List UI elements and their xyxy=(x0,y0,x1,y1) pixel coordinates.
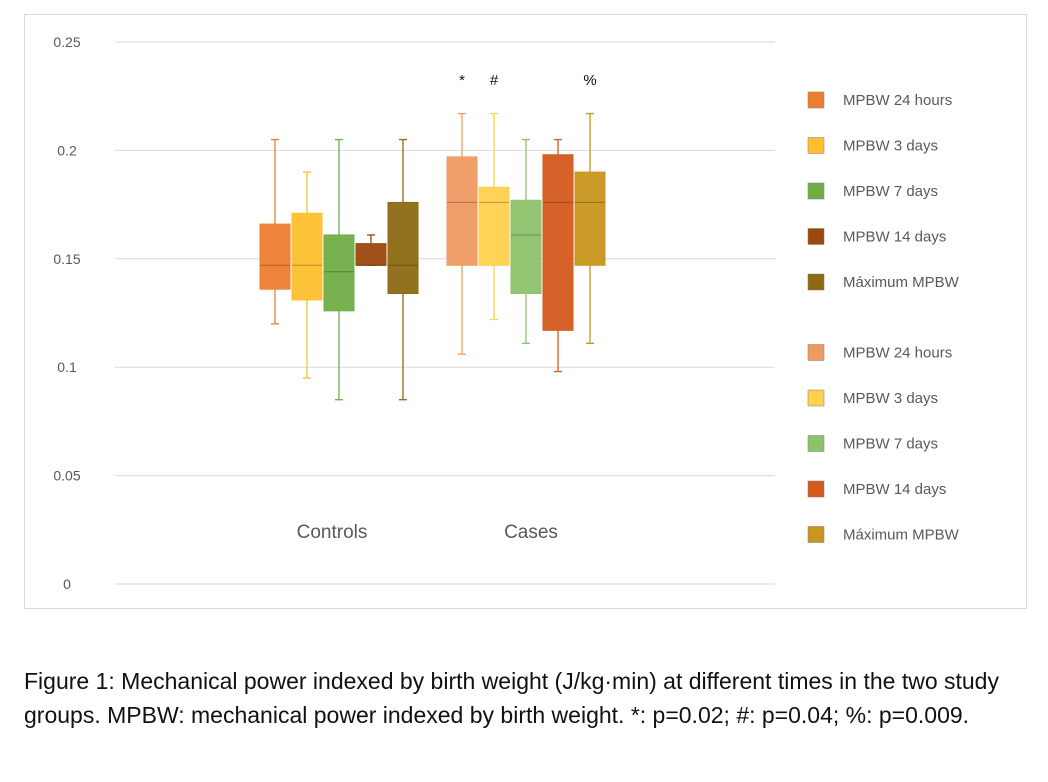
box-cases-1 xyxy=(478,112,510,321)
legend-label: MPBW 24 hours xyxy=(843,92,952,109)
box-cases-0 xyxy=(446,112,478,355)
legend-swatch xyxy=(807,344,825,361)
y-tick-label: 0.25 xyxy=(53,34,80,50)
y-tick-label: 0 xyxy=(63,576,71,592)
legend-item: MPBW 24 hours xyxy=(807,91,952,109)
box-rect xyxy=(323,234,355,312)
y-tick-label: 0.05 xyxy=(53,468,80,484)
box-rect xyxy=(291,212,323,301)
legend-item: MPBW 14 days xyxy=(807,228,946,246)
significance-marker: % xyxy=(583,72,596,89)
figure-caption: Figure 1: Mechanical power indexed by bi… xyxy=(24,668,999,728)
y-tick-label: 0.15 xyxy=(53,251,80,267)
significance-marker: # xyxy=(490,72,499,89)
legend-label: Máximum MPBW xyxy=(843,274,960,291)
legend-swatch xyxy=(807,435,825,452)
legend-swatch xyxy=(807,91,825,109)
box-rect xyxy=(355,243,387,266)
legend-label: MPBW 14 days xyxy=(843,229,946,246)
category-label: Cases xyxy=(504,522,558,543)
legend-label: MPBW 3 days xyxy=(843,390,938,407)
category-label: Controls xyxy=(297,522,368,543)
box-cases-4 xyxy=(574,112,606,345)
box-controls-4 xyxy=(387,138,419,401)
legend-item: Máximum MPBW xyxy=(807,526,960,544)
box-controls-0 xyxy=(259,138,291,325)
legend-item: Máximum MPBW xyxy=(807,273,960,291)
box-cases-3 xyxy=(542,138,574,373)
box-rect xyxy=(574,171,606,266)
legend-item: MPBW 3 days xyxy=(807,137,938,155)
legend-item: MPBW 7 days xyxy=(807,182,938,200)
y-tick-label: 0.1 xyxy=(57,359,77,375)
box-rect xyxy=(387,201,419,294)
legend-swatch xyxy=(807,137,825,154)
legend-label: MPBW 7 days xyxy=(843,436,938,453)
legend-swatch xyxy=(807,526,825,543)
box-cases-2 xyxy=(510,138,542,345)
legend-label: MPBW 24 hours xyxy=(843,345,952,362)
box-rect xyxy=(259,223,291,290)
legend-label: MPBW 14 days xyxy=(843,481,946,498)
legend-label: MPBW 3 days xyxy=(843,138,938,155)
box-controls-3 xyxy=(355,234,387,266)
legend-item: MPBW 24 hours xyxy=(807,344,952,362)
legend-swatch xyxy=(807,228,825,245)
y-tick-label: 0.2 xyxy=(57,142,77,158)
box-rect xyxy=(446,156,478,266)
box-rect xyxy=(510,199,542,294)
legend-swatch xyxy=(807,182,825,200)
legend-label: Máximum MPBW xyxy=(843,527,960,544)
significance-marker: * xyxy=(459,72,465,89)
legend-swatch xyxy=(807,273,825,291)
legend-item: MPBW 3 days xyxy=(807,389,938,407)
box-controls-2 xyxy=(323,138,355,401)
legend-item: MPBW 7 days xyxy=(807,435,938,453)
legend-item: MPBW 14 days xyxy=(807,480,946,498)
legend-swatch xyxy=(807,480,825,498)
chart-frame: 0 0.05 0.1 0.15 0.2 0.25 * #% Controls Cases MP… xyxy=(24,14,1027,609)
box-plot-chart: 0 0.05 0.1 0.15 0.2 0.25 * #% Controls Cases MP… xyxy=(53,34,960,592)
box-controls-1 xyxy=(291,171,323,379)
legend-label: MPBW 7 days xyxy=(843,183,938,200)
box-rect xyxy=(478,186,510,266)
legend-swatch xyxy=(807,389,825,407)
box-rect xyxy=(542,154,574,331)
